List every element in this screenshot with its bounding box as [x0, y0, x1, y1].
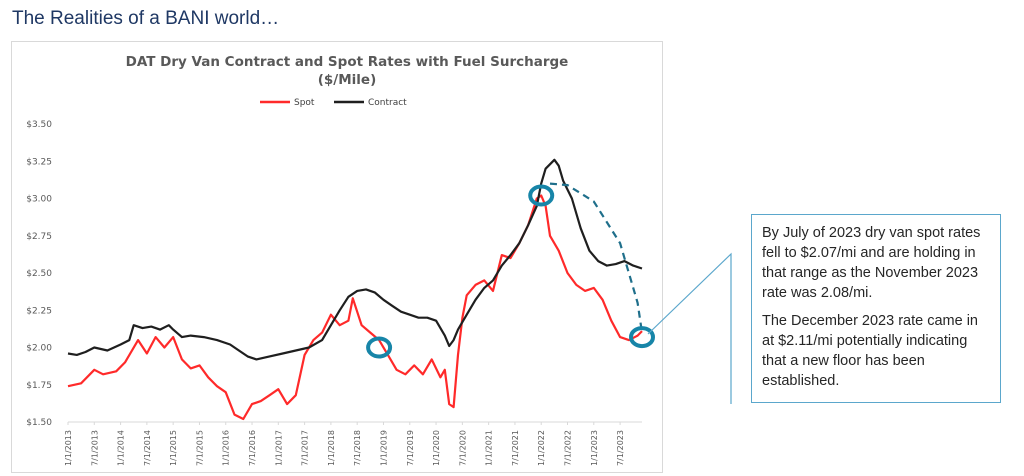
legend-contract-label: Contract: [368, 98, 407, 108]
x-tick-label: 1/1/2016: [222, 430, 231, 466]
y-tick-label: $1.50: [26, 418, 52, 428]
chart-title: DAT Dry Van Contract and Spot Rates with…: [126, 54, 569, 70]
x-tick-label: 7/1/2015: [195, 430, 204, 466]
legend-spot-label: Spot: [294, 98, 315, 108]
x-tick-label: 1/1/2014: [117, 430, 126, 466]
highlight-circle-marker: [528, 184, 555, 207]
x-tick-label: 7/1/2016: [248, 430, 257, 466]
x-tick-label: 7/1/2017: [301, 430, 310, 466]
x-tick-label: 1/1/2020: [432, 430, 441, 466]
y-tick-label: $1.75: [26, 381, 52, 391]
series-line-contract: [67, 158, 643, 361]
x-tick-label: 7/1/2021: [511, 430, 520, 466]
series-layer: [67, 158, 643, 421]
slide-title: The Realities of a BANI world…: [12, 8, 280, 29]
x-axis: 1/1/2013 7/1/2013 1/1/2014 7/1/2014 1/1/2015…: [64, 421, 642, 466]
chart-frame: DAT Dry Van Contract and Spot Rates with…: [11, 41, 663, 473]
y-axis: $1.50 $1.75 $2.00 $2.25 $2.50 $2.75 $3.00 $3.25…: [26, 120, 52, 428]
x-tick-label: 7/1/2020: [458, 430, 467, 466]
callout-box: By July of 2023 dry van spot rates fell …: [751, 214, 1001, 403]
y-tick-label: $3.00: [26, 195, 52, 205]
y-tick-label: $2.50: [26, 269, 52, 279]
y-tick-label: $3.50: [26, 120, 52, 130]
x-tick-label: 1/1/2018: [327, 430, 336, 466]
x-tick-label: 1/1/2023: [590, 430, 599, 466]
y-tick-label: $2.75: [26, 232, 52, 242]
x-tick-label: 1/1/2013: [64, 430, 73, 466]
chart-legend: Spot Contract: [260, 98, 407, 108]
x-tick-label: 7/1/2019: [406, 430, 415, 466]
series-line-spot: [67, 194, 643, 421]
y-tick-label: $2.25: [26, 306, 52, 316]
x-tick-label: 7/1/2013: [90, 430, 99, 466]
x-tick-label: 7/1/2023: [616, 430, 625, 466]
y-tick-label: $2.00: [26, 344, 52, 354]
callout-paragraph-2: The December 2023 rate came in at $2.11/…: [762, 313, 978, 389]
x-tick-label: 1/1/2022: [537, 430, 546, 466]
x-tick-label: 1/1/2015: [169, 430, 178, 466]
projection-dashed-arc: [549, 182, 644, 333]
chart-svg: DAT Dry Van Contract and Spot Rates with…: [26, 54, 655, 466]
callout-paragraph-1: By July of 2023 dry van spot rates fell …: [762, 225, 981, 301]
x-tick-label: 7/1/2022: [564, 430, 573, 466]
x-tick-label: 1/1/2019: [379, 430, 388, 466]
y-tick-label: $3.25: [26, 157, 52, 167]
annotation-layer: [366, 182, 655, 359]
highlight-circle-marker: [366, 336, 393, 359]
x-tick-label: 1/1/2021: [485, 430, 494, 466]
x-tick-label: 7/1/2014: [143, 430, 152, 466]
x-tick-label: 7/1/2018: [353, 430, 362, 466]
x-tick-label: 1/1/2017: [274, 430, 283, 466]
chart-subtitle: ($/Mile): [318, 72, 377, 88]
